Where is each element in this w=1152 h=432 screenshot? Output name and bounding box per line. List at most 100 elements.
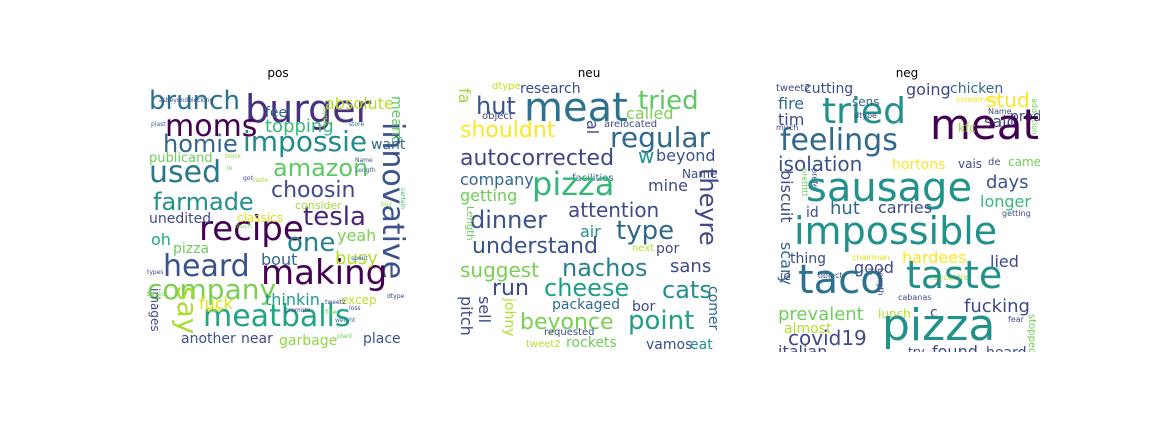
- word: much: [235, 223, 252, 230]
- word: say: [171, 286, 204, 335]
- word: attention: [568, 198, 660, 222]
- word: weight: [335, 317, 356, 324]
- wordcloud-panel-neu: neu meat tried hut fa research dtype reg…: [456, 66, 722, 352]
- word: italian: [778, 342, 828, 353]
- word: screaming: [956, 95, 998, 104]
- word: feelings: [780, 123, 898, 158]
- word: lied: [990, 252, 1019, 271]
- word: used: [149, 155, 222, 190]
- word: oh: [151, 230, 171, 249]
- word: homie: [163, 130, 238, 158]
- word: longer: [980, 192, 1031, 211]
- word: buy: [381, 201, 393, 208]
- word: found: [932, 342, 978, 353]
- word: theyre: [694, 168, 722, 246]
- word: days: [986, 172, 1029, 193]
- word: object: [818, 271, 843, 280]
- word: point: [628, 306, 695, 336]
- word: tweet2: [526, 339, 561, 350]
- word: fear: [1008, 315, 1024, 324]
- word: yeah: [337, 226, 377, 245]
- word: excep: [341, 293, 377, 307]
- word: asbeyondblocking: [159, 97, 214, 104]
- word: amazon: [273, 154, 369, 182]
- word: garbage: [279, 333, 338, 349]
- word: place: [363, 331, 401, 347]
- word: almost: [784, 321, 832, 337]
- word: types: [147, 269, 164, 276]
- word: de: [988, 157, 1001, 168]
- word: one: [287, 228, 336, 258]
- word: vais: [958, 157, 983, 171]
- word: taste: [906, 253, 1003, 297]
- word: farmade: [153, 188, 254, 216]
- word: prevalent: [778, 304, 864, 325]
- word: run: [492, 276, 529, 301]
- word: fuck: [199, 294, 233, 313]
- word: bor: [632, 299, 656, 315]
- word: got: [243, 175, 253, 182]
- word: getting: [460, 186, 518, 205]
- word: choosin: [271, 178, 356, 203]
- word: regular: [610, 121, 711, 154]
- word: sausage: [806, 165, 973, 211]
- word: tesla: [303, 202, 366, 232]
- word: moms: [165, 109, 258, 144]
- word: por: [656, 241, 680, 257]
- word: near: [241, 331, 273, 347]
- wordcloud: burger brunch moms impossie homie innova…: [145, 82, 411, 352]
- word: spent: [351, 255, 368, 262]
- word: want: [371, 137, 406, 153]
- word: company: [460, 170, 534, 189]
- word: w: [638, 144, 655, 168]
- word: stud: [986, 88, 1030, 112]
- word: lo: [227, 165, 233, 172]
- word: c: [930, 305, 938, 321]
- word: busy: [335, 248, 378, 269]
- word: loss: [349, 305, 361, 312]
- word: store: [349, 121, 365, 128]
- word: said: [984, 112, 1017, 131]
- wordcloud-panel-neg: neg tweet2 cutting tried chicken screami…: [774, 66, 1040, 352]
- word: understand: [472, 234, 598, 259]
- word: consider: [295, 199, 342, 212]
- word: beyonce: [520, 310, 614, 335]
- word: meat: [930, 100, 1039, 149]
- word: plast: [151, 121, 166, 128]
- word: hardees: [902, 248, 967, 267]
- word: meatballs: [203, 299, 351, 334]
- word: rencontrer: [930, 273, 972, 282]
- word: taco: [798, 257, 885, 303]
- word: sell: [475, 296, 494, 324]
- word: shouldnt: [460, 118, 556, 143]
- word: impossie: [243, 125, 368, 158]
- word: dtype: [387, 293, 405, 300]
- word: dtype: [492, 82, 521, 92]
- wordcloud: meat tried hut fa research dtype regular…: [456, 82, 722, 352]
- word: research: [520, 82, 581, 97]
- word: heard: [986, 346, 1026, 352]
- word: plant: [337, 333, 353, 340]
- word: Length: [355, 167, 376, 174]
- word: object: [205, 307, 224, 314]
- word: pitch: [457, 296, 476, 336]
- word: autocorrected: [460, 146, 615, 171]
- word: hortons: [892, 157, 946, 173]
- word: thing: [790, 251, 827, 267]
- word: sens: [852, 95, 880, 109]
- word: lunch: [878, 307, 911, 321]
- word: feel: [265, 105, 292, 121]
- word: chicken: [950, 82, 1004, 97]
- word: Length: [876, 268, 885, 296]
- word: tweet2: [325, 299, 346, 306]
- word: thinkin: [265, 290, 320, 309]
- word: unedited: [149, 211, 212, 227]
- word: stopped: [1026, 314, 1037, 352]
- word: brunch: [149, 86, 240, 116]
- word: classics: [237, 211, 283, 225]
- word: next: [632, 243, 655, 254]
- word: facilities: [572, 173, 614, 184]
- word: kfc: [958, 121, 976, 135]
- word: isolation: [778, 152, 863, 176]
- word: dinner: [470, 206, 547, 234]
